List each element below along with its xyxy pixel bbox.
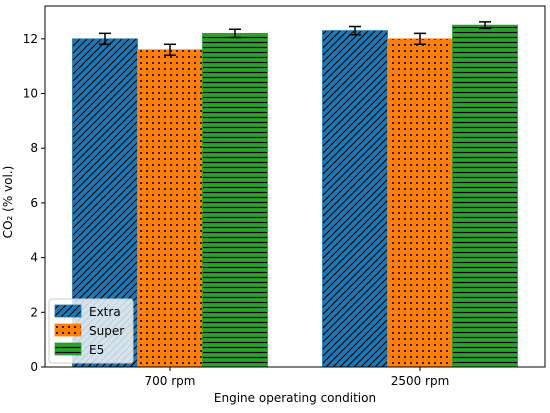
legend-swatch-super [54, 323, 82, 337]
legend: Extra Super E5 [48, 298, 134, 364]
y-tick-label: 0 [30, 360, 38, 374]
legend-swatch-e5 [54, 342, 82, 356]
bar-super-2 [387, 38, 453, 368]
axes-layer: 700 rpm 2500 rpm 0 2 4 6 8 10 12 [23, 5, 546, 388]
x-tick-label: 2500 rpm [391, 374, 450, 388]
x-tick-label: 700 rpm [145, 374, 196, 388]
y-axis-label: CO₂ (% vol.) [1, 166, 15, 239]
y-tick-label: 4 [30, 251, 38, 265]
legend-label-e5: E5 [89, 343, 104, 357]
error-bars-layer [99, 21, 491, 56]
legend-label-extra: Extra [89, 305, 121, 319]
bar-e5-2 [452, 24, 518, 368]
legend-label-super: Super [89, 324, 124, 338]
y-tick-label: 2 [30, 305, 38, 319]
y-tick-label: 10 [23, 87, 38, 101]
x-axis-label: Engine operating condition [214, 391, 376, 405]
bar-e5-1 [202, 32, 268, 368]
bar-super-1 [137, 49, 203, 368]
y-tick-label: 6 [30, 196, 38, 210]
y-tick-label: 12 [23, 32, 38, 46]
plot-frame [44, 5, 546, 368]
legend-swatch-extra [54, 304, 82, 318]
bar-extra-2 [322, 30, 388, 368]
y-tick-label: 8 [30, 141, 38, 155]
bars-layer [72, 24, 518, 368]
